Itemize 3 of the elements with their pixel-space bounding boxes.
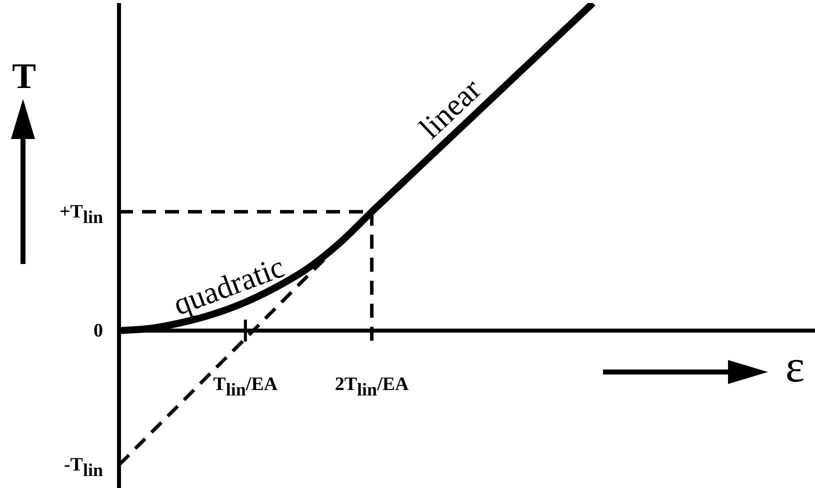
y-axis-title: T (12, 55, 36, 97)
x-axis-title: ε (785, 340, 805, 392)
text: 0 (94, 320, 103, 342)
